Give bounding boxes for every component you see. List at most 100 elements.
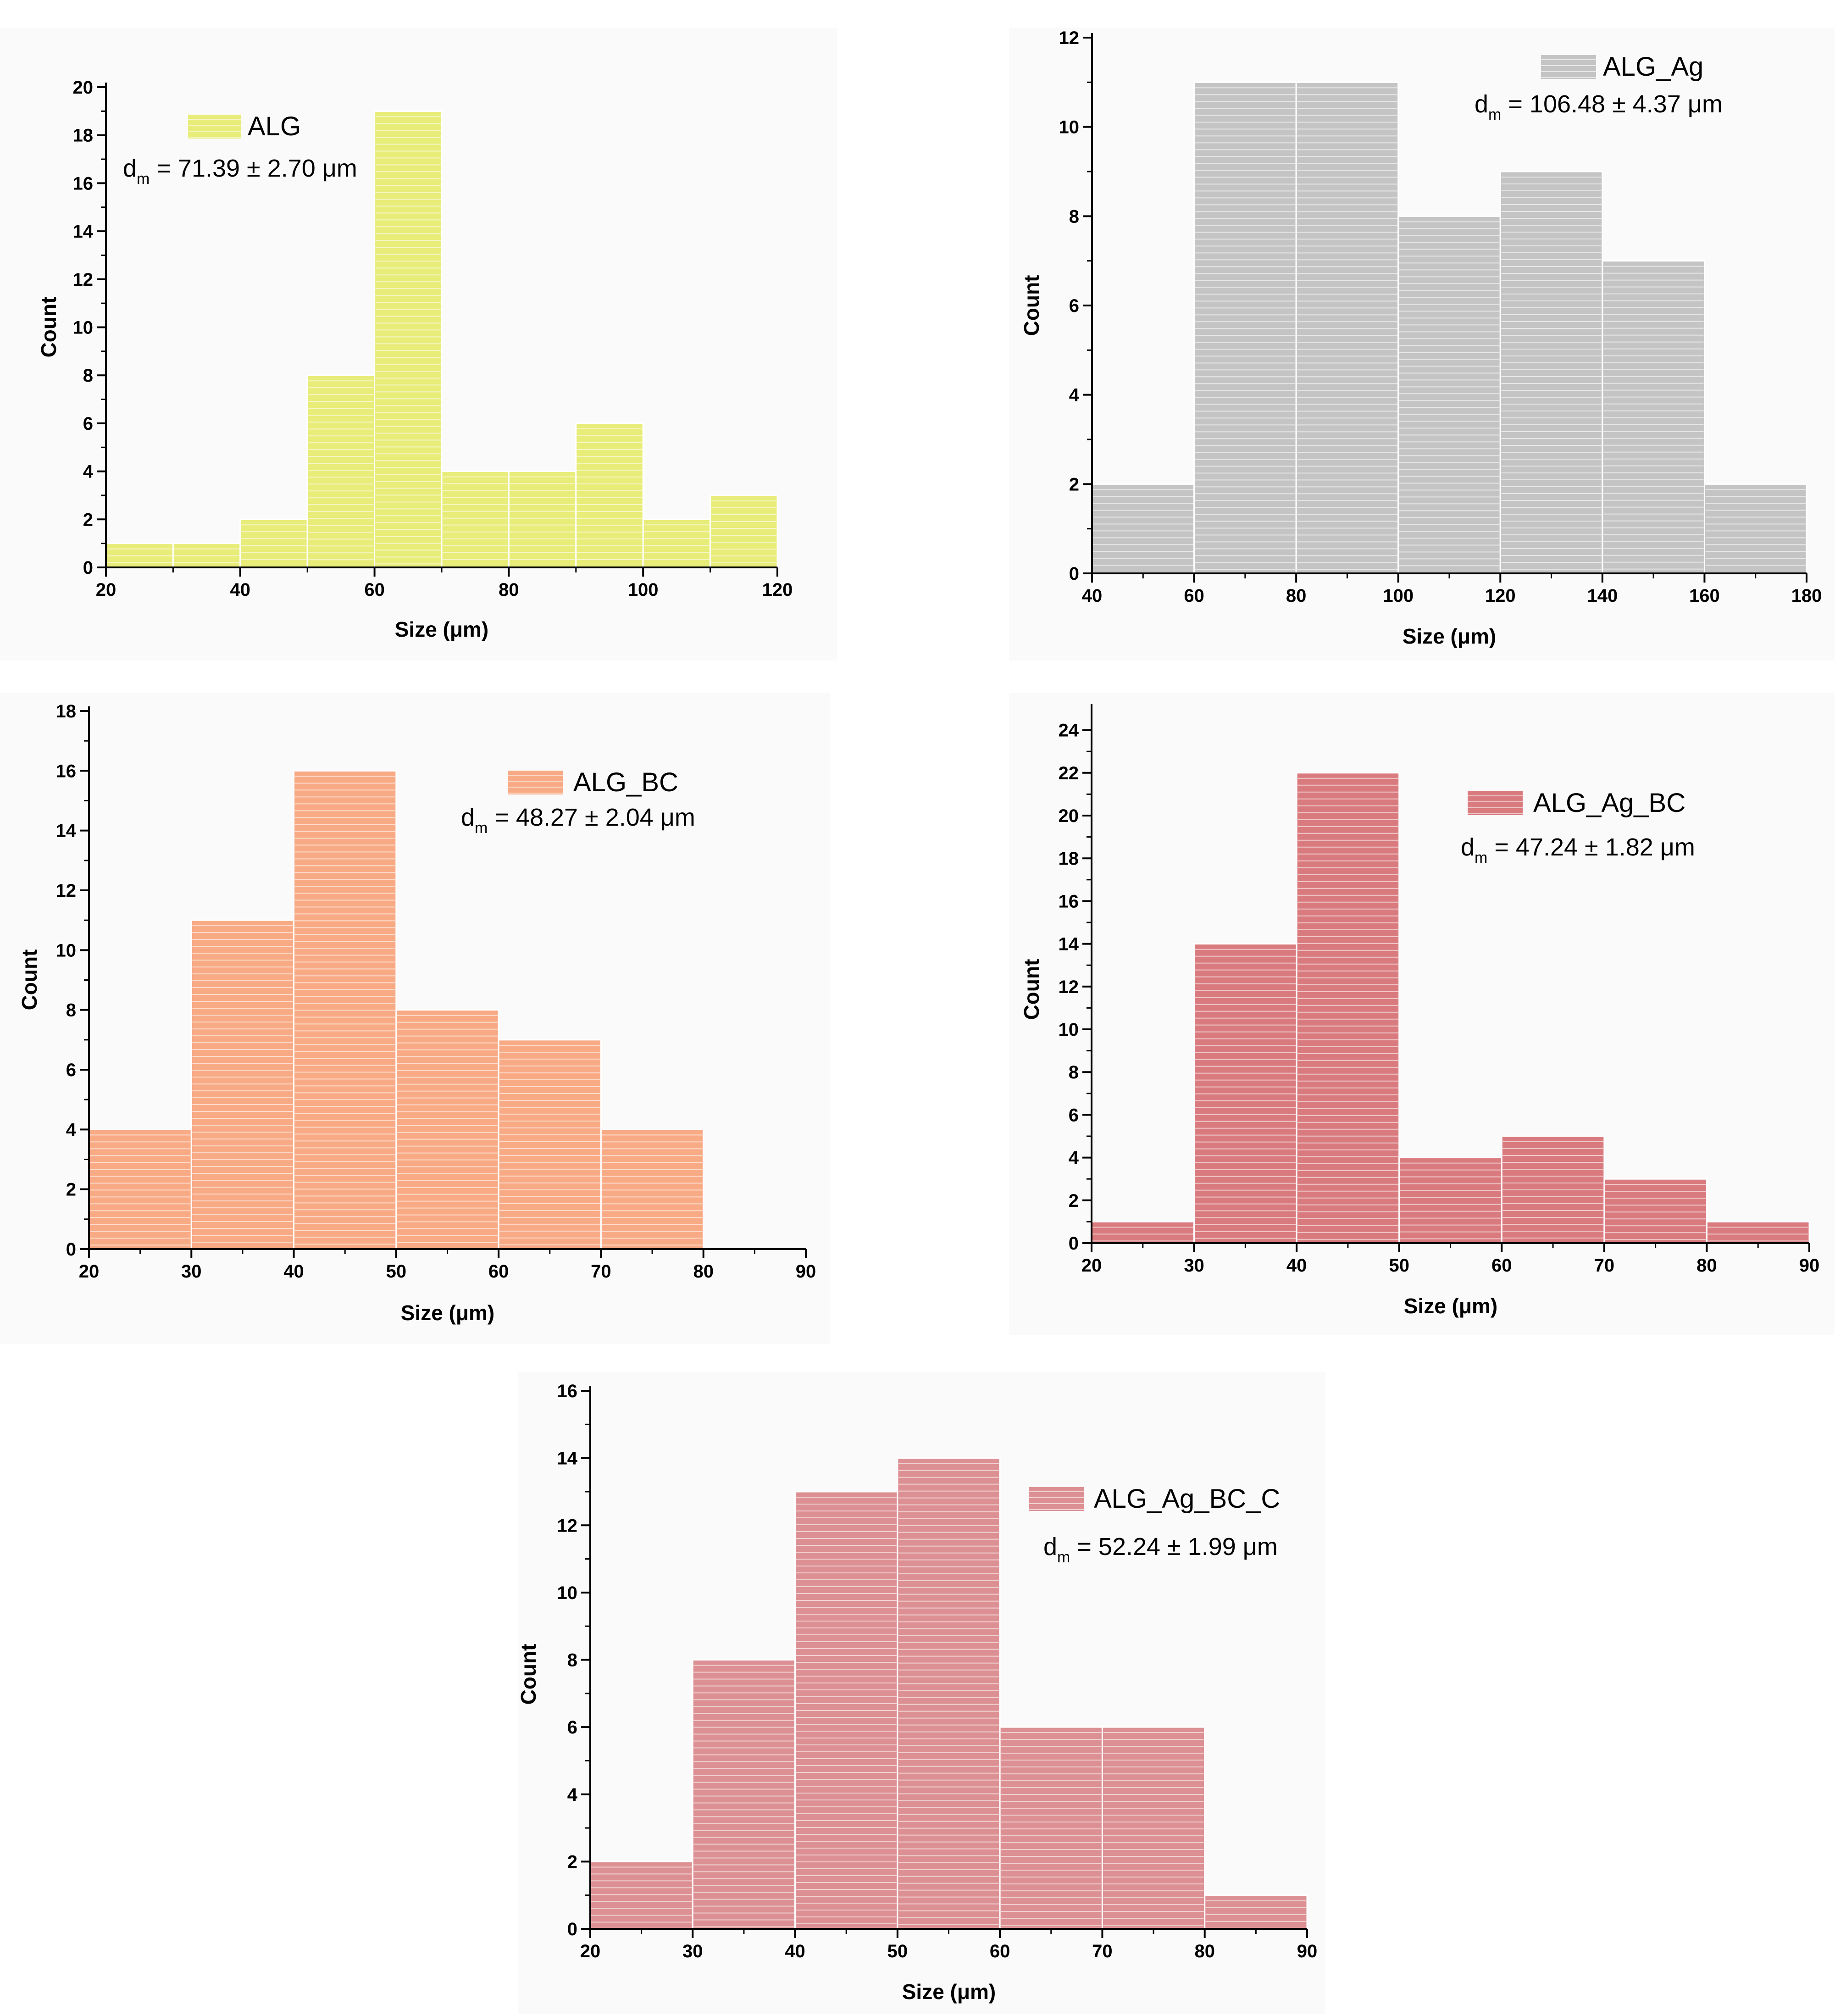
y-tick-label: 14 (557, 1449, 578, 1469)
mean-diameter-annotation: dm = 52.24 ± 1.99 μm (1043, 1533, 1278, 1566)
y-tick-label: 0 (1069, 564, 1079, 584)
histogram-bar (239, 518, 308, 568)
x-tick-label: 100 (1383, 586, 1414, 606)
y-axis-title: Count (1020, 275, 1043, 336)
x-tick-label: 70 (591, 1261, 611, 1282)
y-tick-label: 12 (56, 881, 77, 901)
bar-hatching (1195, 87, 1296, 570)
y-tick-label: 8 (1069, 206, 1079, 227)
bar-hatching (591, 1866, 692, 1923)
y-tick-label: 4 (1069, 385, 1080, 405)
histogram-bar (1101, 1726, 1206, 1930)
bar-hatching (192, 925, 293, 1243)
y-tick-label: 14 (56, 821, 77, 841)
legend-label: ALG_Ag_BC (1533, 788, 1685, 818)
bar-hatching (241, 524, 307, 560)
y-tick-label: 2 (1069, 1191, 1079, 1211)
bar-hatching (294, 776, 395, 1245)
y-tick-label: 4 (83, 462, 94, 482)
y-tick-label: 0 (567, 1919, 577, 1939)
y-tick-label: 24 (1059, 721, 1079, 741)
histogram-bar (441, 471, 510, 568)
legend: ALG (188, 111, 301, 141)
legend-swatch (188, 115, 241, 139)
bar-hatching (1205, 1900, 1306, 1922)
y-tick-label: 12 (1059, 28, 1080, 48)
y-tick-label: 10 (73, 318, 94, 338)
bar-hatching (308, 380, 374, 561)
bar-hatching (1707, 1227, 1808, 1242)
x-tick-label: 30 (1184, 1255, 1204, 1276)
legend-swatch (1029, 1487, 1084, 1511)
x-axis-title: Size (μm) (395, 617, 489, 641)
y-tick-label: 0 (83, 558, 93, 578)
histogram-bar (1091, 483, 1195, 574)
histogram-bar (692, 1659, 796, 1930)
x-tick-label: 40 (785, 1941, 805, 1961)
y-tick-label: 2 (83, 510, 93, 530)
y-tick-label: 2 (567, 1852, 577, 1872)
y-tick-label: 22 (1059, 763, 1079, 783)
bar-hatching (1092, 1227, 1193, 1242)
bar-hatching (711, 500, 776, 563)
y-tick-label: 14 (1059, 934, 1079, 955)
bar-hatching (107, 548, 172, 563)
y-tick-label: 10 (56, 940, 77, 961)
x-tick-label: 60 (364, 580, 385, 600)
x-tick-label: 160 (1689, 586, 1720, 606)
y-tick-label: 4 (567, 1785, 578, 1805)
histogram-bar (1295, 81, 1399, 574)
bar-hatching (693, 1665, 794, 1927)
y-tick-label: 0 (1069, 1233, 1079, 1254)
bar-hatching (90, 1134, 191, 1246)
y-tick-label: 8 (66, 1000, 76, 1021)
histogram-bar (306, 374, 376, 568)
mean-diameter-annotation: dm = 71.39 ± 2.70 μm (123, 155, 357, 188)
bar-hatching (397, 1015, 498, 1243)
x-axis-title: Size (μm) (1403, 624, 1497, 648)
y-tick-label: 16 (557, 1381, 578, 1401)
y-tick-label: 0 (66, 1239, 76, 1260)
legend: ALG_BC (508, 767, 678, 797)
x-tick-label: 20 (96, 580, 116, 600)
histogram-bar (710, 494, 778, 568)
histogram-panel-alg: 0 2 4 6 8 10 12 14 16 18 20 20 40 60 80 100 120 Size (μm)… (0, 28, 837, 661)
bar-hatching (443, 476, 508, 560)
legend-label: ALG (248, 111, 301, 141)
x-tick-label: 60 (990, 1941, 1010, 1961)
y-axis-title: Count (1020, 959, 1043, 1020)
bar-hatching (1400, 1162, 1501, 1239)
x-tick-label: 90 (1297, 1941, 1318, 1961)
mean-diameter-annotation: dm = 48.27 ± 2.04 μm (461, 804, 695, 837)
x-tick-label: 40 (1082, 586, 1103, 606)
legend-label: ALG_BC (573, 767, 678, 797)
histogram-panel-alg-ag-bc-c: 0 2 4 6 8 10 12 14 16 20 30 40 50 60 70 80 90 Size (μm) Co… (516, 1372, 1325, 2014)
y-tick-label: 18 (56, 701, 77, 722)
bar-hatching (510, 476, 575, 560)
histogram-bar (190, 919, 295, 1250)
legend-swatch (1468, 791, 1523, 815)
x-axis-title: Size (μm) (401, 1301, 495, 1325)
x-tick-label: 80 (1286, 586, 1307, 606)
x-tick-label: 80 (1194, 1941, 1215, 1961)
x-tick-label: 70 (1092, 1941, 1113, 1961)
y-tick-label: 16 (56, 761, 77, 781)
y-tick-label: 18 (1059, 849, 1079, 869)
y-tick-label: 8 (1069, 1062, 1079, 1083)
y-tick-label: 2 (1069, 474, 1079, 494)
histogram-bar (395, 1009, 499, 1250)
y-tick-label: 20 (1059, 806, 1079, 826)
x-tick-label: 90 (796, 1261, 816, 1282)
bar-hatching (1399, 221, 1500, 566)
bar-hatching (1605, 1184, 1706, 1240)
x-tick-label: 100 (628, 580, 659, 600)
y-tick-label: 10 (1059, 117, 1080, 138)
y-tick-label: 6 (1069, 1105, 1079, 1125)
histogram-bar (1204, 1894, 1308, 1930)
x-tick-label: 90 (1799, 1255, 1820, 1276)
x-tick-label: 40 (1286, 1255, 1307, 1276)
y-tick-label: 4 (66, 1120, 77, 1140)
histogram-bar (575, 422, 644, 568)
